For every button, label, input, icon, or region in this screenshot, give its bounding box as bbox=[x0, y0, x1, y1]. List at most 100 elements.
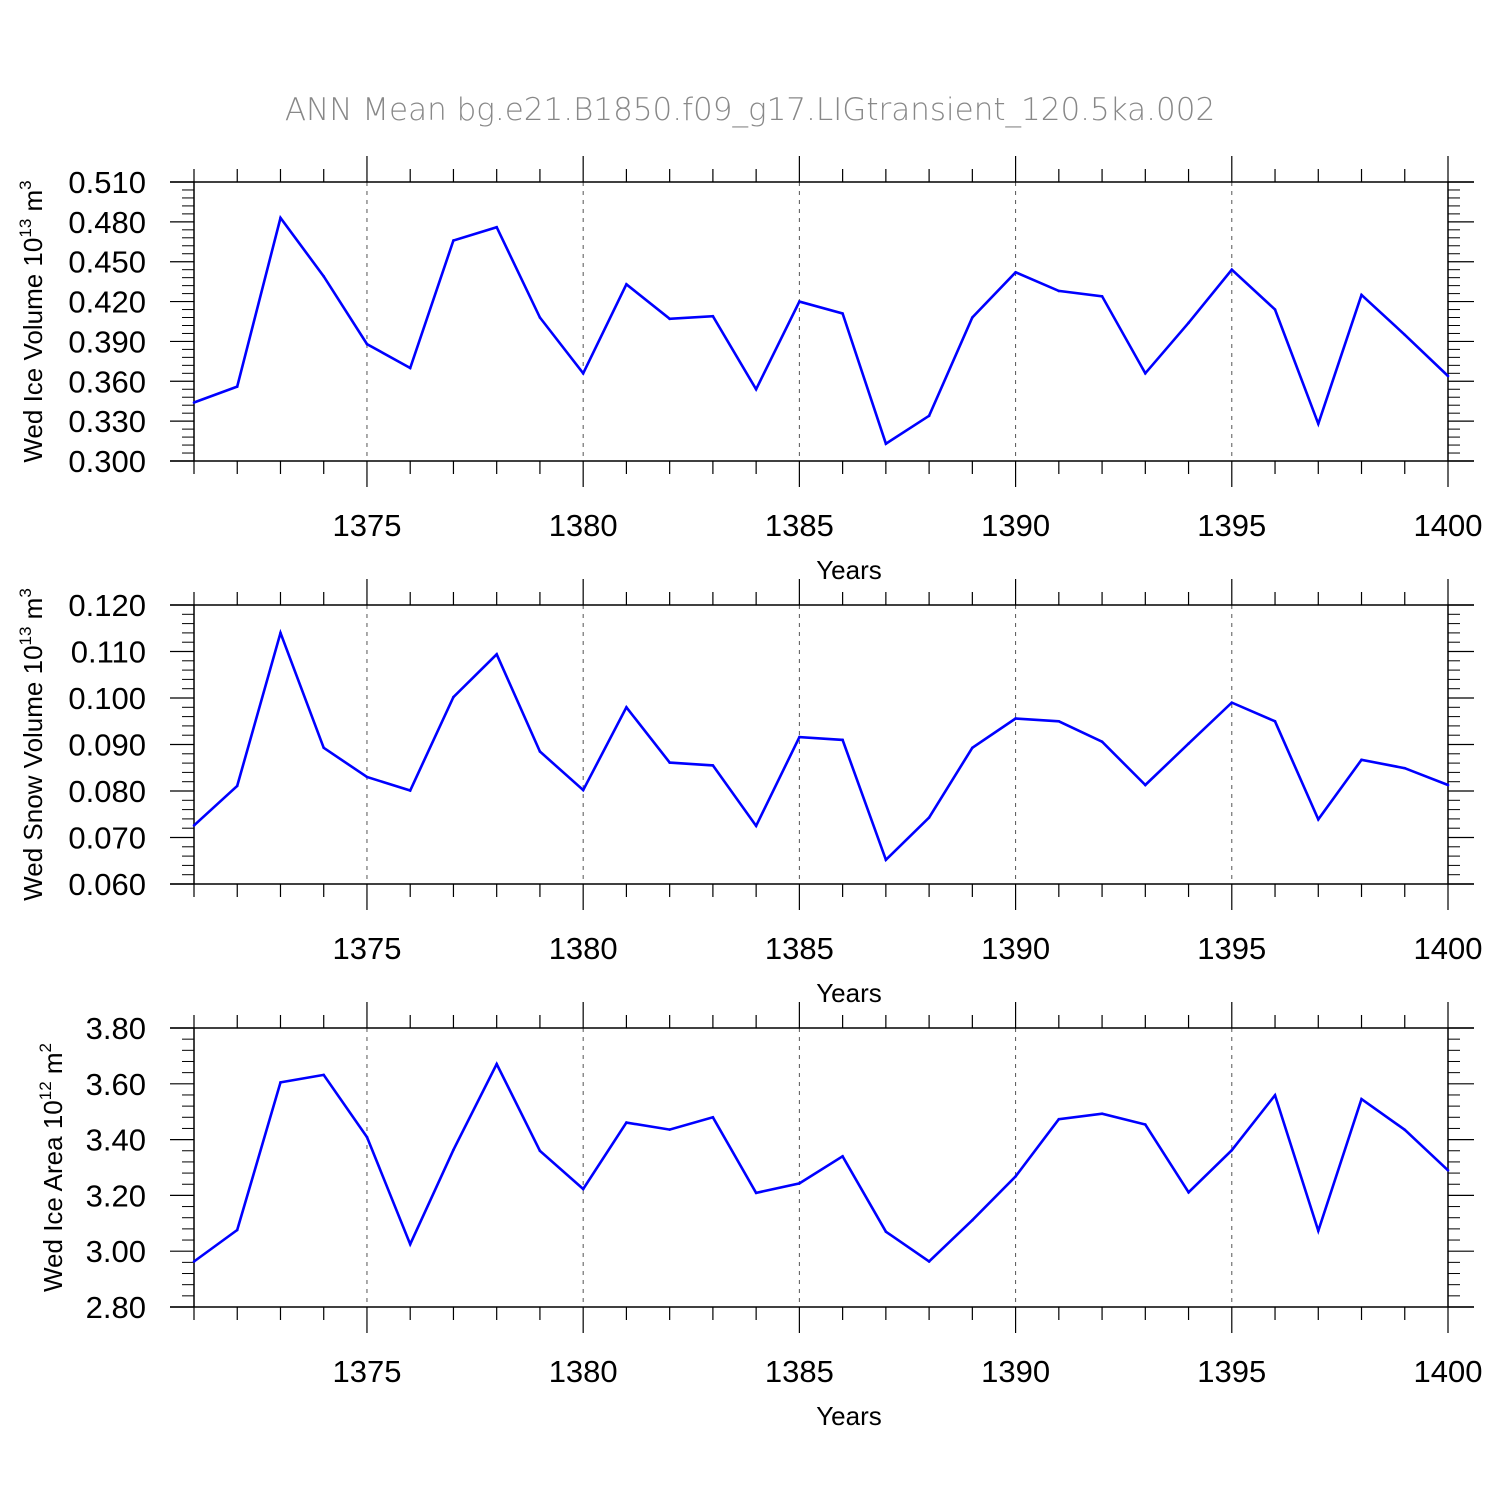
data-point bbox=[798, 300, 801, 303]
y-tick-label: 0.110 bbox=[71, 635, 146, 670]
data-point bbox=[668, 761, 671, 764]
y-axis-title: Wed Ice Volume 1013 m3 bbox=[16, 180, 48, 462]
y-tick-label: 0.070 bbox=[68, 821, 146, 856]
data-point bbox=[1144, 1123, 1147, 1126]
x-tick-label: 1390 bbox=[981, 1354, 1050, 1389]
x-tick-label: 1395 bbox=[1197, 931, 1266, 966]
data-point bbox=[1316, 422, 1320, 426]
data-point bbox=[668, 317, 671, 321]
data-point bbox=[1144, 372, 1147, 375]
data-point bbox=[1144, 783, 1147, 787]
x-tick-label: 1380 bbox=[549, 1354, 618, 1389]
x-tick-label: 1400 bbox=[1414, 1354, 1483, 1389]
data-point bbox=[192, 1260, 196, 1263]
data-point bbox=[1230, 701, 1234, 704]
x-tick-label: 1385 bbox=[765, 931, 834, 966]
x-tick-label: 1390 bbox=[981, 931, 1050, 966]
data-point bbox=[1360, 758, 1363, 762]
y-tick-label: 0.330 bbox=[68, 404, 146, 439]
data-point bbox=[322, 275, 326, 278]
x-tick-label: 1400 bbox=[1414, 508, 1483, 543]
x-tick-label: 1375 bbox=[332, 508, 401, 543]
data-point bbox=[279, 1081, 282, 1084]
figure-title: ANN Mean bg.e21.B1850.f09_g17.LIGtransie… bbox=[285, 92, 1215, 128]
data-point bbox=[798, 735, 801, 739]
y-tick-label: 0.360 bbox=[68, 364, 146, 399]
data-point bbox=[711, 1115, 715, 1119]
y-tick-label: 3.40 bbox=[86, 1123, 146, 1158]
panel-3: 1375 1380 1385 1390 1395 1400 Years 2.80 3.00 3.2… bbox=[36, 1002, 1482, 1431]
data-point bbox=[841, 738, 844, 742]
y-axis-title-text: Wed Ice Area 10 bbox=[38, 1100, 68, 1292]
data-point bbox=[452, 1148, 455, 1152]
x-tick-label: 1395 bbox=[1197, 508, 1266, 543]
y-axis-title-unit: m bbox=[38, 1052, 68, 1081]
y-tick-label: 3.00 bbox=[86, 1234, 146, 1269]
x-tick-label: 1380 bbox=[549, 931, 618, 966]
y-tick-label: 0.390 bbox=[68, 324, 146, 359]
data-point bbox=[798, 1182, 801, 1185]
data-point bbox=[1014, 271, 1017, 274]
x-axis-title: Years bbox=[816, 555, 882, 585]
y-axis-title-text: Wed Ice Volume 10 bbox=[18, 238, 48, 463]
data-point bbox=[1403, 1128, 1407, 1132]
data-point bbox=[1446, 374, 1450, 378]
data-point bbox=[235, 784, 239, 788]
chart-panels: 1375 1380 1385 1390 1395 1400 Years 0.300 0.330 0… bbox=[16, 156, 1482, 1431]
data-point bbox=[495, 652, 498, 656]
y-tick-label: 0.420 bbox=[68, 285, 146, 320]
data-point bbox=[1187, 742, 1190, 745]
x-tick-label: 1390 bbox=[981, 508, 1050, 543]
data-point bbox=[1187, 321, 1190, 325]
data-point bbox=[1273, 719, 1277, 723]
data-point bbox=[192, 401, 196, 404]
y-axis-title-exponent: 13 bbox=[16, 627, 35, 646]
data-point bbox=[581, 788, 585, 792]
y-tick-label: 0.300 bbox=[68, 444, 146, 479]
data-point bbox=[1014, 1175, 1017, 1178]
series-line bbox=[193, 1061, 1449, 1264]
data-point bbox=[279, 216, 282, 220]
data-point bbox=[235, 1228, 239, 1232]
data-point bbox=[235, 385, 239, 388]
data-point bbox=[1403, 333, 1407, 337]
data-point bbox=[1100, 294, 1104, 298]
y-axis-title-unit-exponent: 2 bbox=[36, 1043, 55, 1052]
data-point bbox=[1273, 308, 1277, 311]
x-tick-label: 1385 bbox=[765, 508, 834, 543]
y-axis-title-text: Wed Snow Volume 10 bbox=[18, 645, 48, 900]
data-point bbox=[1230, 268, 1234, 271]
x-axis-title: Years bbox=[816, 1401, 882, 1431]
data-point bbox=[1446, 783, 1450, 787]
y-axis-title: Wed Snow Volume 1013 m3 bbox=[16, 588, 48, 901]
y-tick-label: 3.80 bbox=[86, 1011, 146, 1046]
data-point bbox=[1230, 1148, 1234, 1152]
data-point bbox=[625, 283, 628, 286]
data-point bbox=[711, 764, 715, 767]
data-point bbox=[1360, 1097, 1363, 1101]
y-axis-title-unit: m bbox=[18, 598, 48, 627]
y-axis-title-exponent: 13 bbox=[16, 219, 35, 238]
data-point bbox=[1360, 293, 1363, 297]
data-point bbox=[322, 746, 326, 750]
y-tick-label: 0.450 bbox=[68, 245, 146, 280]
y-tick-label: 3.60 bbox=[86, 1067, 146, 1102]
panel-1: 1375 1380 1385 1390 1395 1400 Years 0.300 0.330 0… bbox=[16, 156, 1482, 585]
data-point bbox=[408, 789, 412, 792]
data-point bbox=[538, 750, 542, 753]
y-tick-label: 0.100 bbox=[68, 681, 146, 716]
y-tick-label: 0.080 bbox=[68, 774, 146, 809]
y-tick-label: 0.090 bbox=[68, 728, 146, 763]
x-tick-label: 1375 bbox=[332, 1354, 401, 1389]
x-axis-title: Years bbox=[816, 978, 882, 1008]
data-point bbox=[1316, 1229, 1320, 1233]
data-point bbox=[1014, 717, 1017, 720]
data-point bbox=[884, 1230, 888, 1233]
data-point bbox=[841, 1155, 844, 1158]
data-point bbox=[1057, 719, 1061, 723]
y-tick-label: 0.510 bbox=[68, 165, 146, 200]
data-point bbox=[1403, 766, 1407, 770]
data-point bbox=[668, 1128, 671, 1131]
data-point bbox=[1057, 289, 1061, 293]
data-point bbox=[1316, 818, 1320, 821]
